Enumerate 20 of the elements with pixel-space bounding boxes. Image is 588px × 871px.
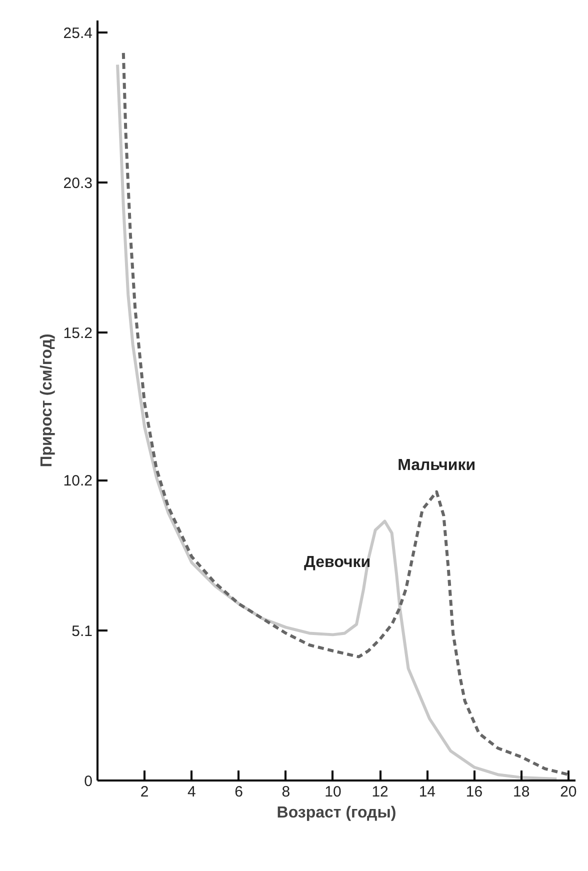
x-tick-label: 6 [234, 784, 243, 800]
series-label: Мальчики [398, 456, 476, 474]
x-tick-label: 4 [188, 784, 196, 800]
y-tick-label: 15.2 [63, 325, 93, 342]
x-tick-label: 10 [324, 784, 342, 800]
x-tick-label: 14 [418, 784, 436, 800]
series-label: Девочки [304, 554, 371, 572]
y-tick-label: 5.1 [72, 622, 93, 640]
y-tick-label: 10.2 [63, 472, 93, 490]
x-tick-label: 12 [372, 784, 388, 800]
y-tick-label: 20.3 [63, 175, 93, 192]
y-tick-label: 25.4 [63, 24, 93, 42]
x-tick-label: 8 [282, 784, 290, 800]
x-tick-label: 20 [560, 784, 577, 800]
x-tick-label: 18 [513, 784, 530, 800]
x-tick-label: 2 [140, 784, 149, 800]
y-axis-title: Прирост (см/год) [38, 334, 56, 468]
y-tick-label: 0 [84, 773, 92, 790]
x-tick-label: 16 [466, 784, 483, 800]
x-axis-title: Возраст (годы) [276, 804, 396, 822]
